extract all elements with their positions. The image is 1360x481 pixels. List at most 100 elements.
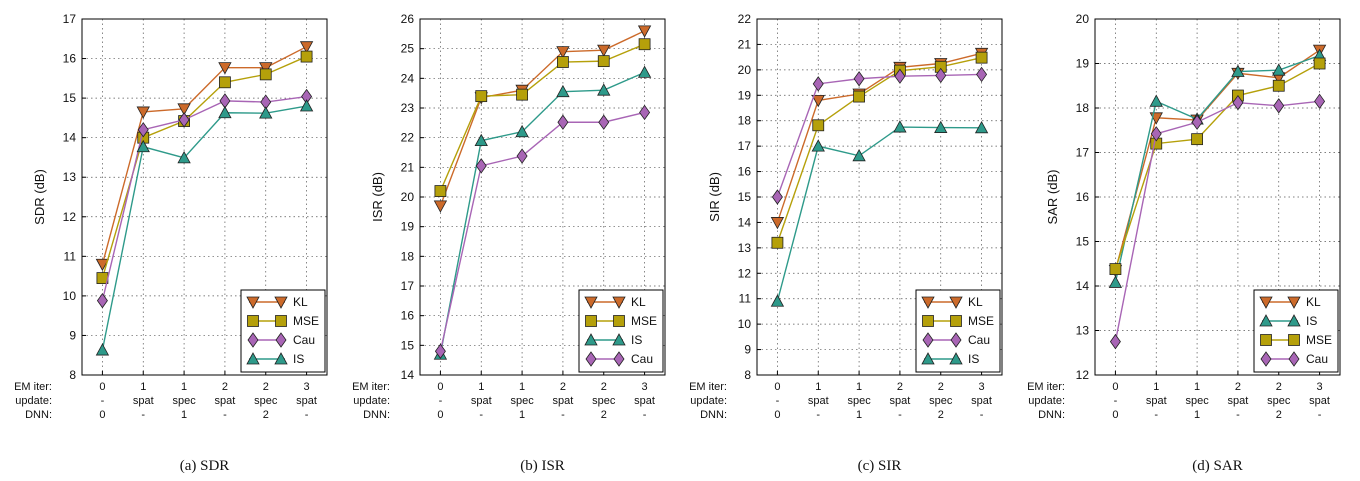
legend-label: IS	[968, 352, 979, 366]
x-tick-label-update: spec	[510, 395, 534, 407]
series-mse	[435, 39, 650, 197]
x-tick-label-update: -	[1114, 395, 1118, 407]
y-tick-label: 21	[738, 37, 752, 51]
data-point	[772, 237, 783, 248]
data-point	[614, 316, 625, 327]
legend-label: MSE	[631, 314, 657, 328]
x-tick-label-update: spec	[172, 395, 196, 407]
series-is	[771, 121, 987, 306]
x-row-label: update:	[1028, 395, 1065, 407]
x-tick-label-dnn: 2	[938, 409, 944, 421]
chart-caption: (a) SDR	[180, 458, 230, 474]
x-tick-label-em-iter: 1	[181, 381, 187, 393]
x-tick-label-update: spec	[254, 395, 278, 407]
x-tick-label-dnn: 1	[1194, 409, 1200, 421]
x-tick-label-dnn: 0	[437, 409, 443, 421]
x-tick-label-dnn: -	[479, 409, 483, 421]
data-point	[812, 140, 824, 151]
x-row-label: update:	[353, 395, 390, 407]
y-tick-label: 21	[401, 160, 415, 174]
y-tick-label: 10	[738, 317, 752, 331]
data-point	[517, 89, 528, 100]
x-tick-label-dnn: 0	[1112, 409, 1118, 421]
y-tick-label: 13	[738, 241, 752, 255]
x-tick-label-em-iter: 3	[642, 381, 648, 393]
x-tick-label-update: spec	[929, 395, 953, 407]
x-tick-label-dnn: 0	[99, 409, 105, 421]
x-tick-label-update: -	[439, 395, 443, 407]
legend-label: IS	[1306, 314, 1317, 328]
x-tick-label-dnn: -	[1154, 409, 1158, 421]
legend-label: KL	[968, 295, 983, 309]
data-point	[772, 190, 782, 204]
x-tick-label-update: spat	[971, 395, 992, 407]
legend: KLMSEISCau	[579, 290, 663, 372]
chart-1: 891011121314151617SDR (dB)EM iter:update…	[14, 12, 327, 474]
x-tick-label-dnn: -	[223, 409, 227, 421]
x-tick-label-em-iter: 2	[222, 381, 228, 393]
y-tick-label: 8	[69, 368, 76, 382]
legend-label: Cau	[968, 333, 990, 347]
data-point	[435, 186, 446, 197]
series-line	[102, 47, 306, 265]
x-tick-label-dnn: -	[305, 409, 309, 421]
x-tick-label-em-iter: 2	[601, 381, 607, 393]
x-tick-label-em-iter: 2	[263, 381, 269, 393]
y-tick-label: 20	[738, 63, 752, 77]
data-point	[639, 26, 651, 37]
x-row-label: EM iter:	[352, 381, 390, 393]
legend-label: MSE	[293, 314, 319, 328]
data-point	[599, 115, 609, 129]
x-row-label: DNN:	[700, 409, 727, 421]
data-point	[301, 100, 313, 111]
legend-label: IS	[631, 333, 642, 347]
y-tick-label: 25	[401, 42, 415, 56]
x-tick-label-update: spat	[553, 395, 574, 407]
data-point	[1274, 99, 1284, 113]
data-point	[813, 120, 824, 131]
x-tick-label-update: spat	[808, 395, 829, 407]
x-tick-label-em-iter: 0	[437, 381, 443, 393]
y-tick-label: 12	[738, 266, 752, 280]
x-tick-label-update: spat	[1309, 395, 1330, 407]
data-point	[1150, 95, 1162, 106]
y-tick-label: 18	[401, 249, 415, 263]
data-point	[598, 56, 609, 67]
x-tick-label-update: spat	[133, 395, 154, 407]
x-tick-label-dnn: -	[1236, 409, 1240, 421]
y-tick-label: 15	[738, 190, 752, 204]
x-row-label: DNN:	[1038, 409, 1065, 421]
y-tick-label: 14	[401, 368, 415, 382]
data-point	[517, 149, 527, 163]
y-axis-label: ISR (dB)	[370, 172, 385, 222]
x-row-label: EM iter:	[14, 381, 52, 393]
x-tick-label-em-iter: 0	[99, 381, 105, 393]
data-point	[301, 51, 312, 62]
y-tick-label: 26	[401, 12, 415, 26]
y-tick-label: 14	[63, 131, 77, 145]
x-tick-label-dnn: -	[561, 409, 565, 421]
series-cau	[772, 67, 986, 204]
y-tick-label: 19	[738, 88, 752, 102]
series-line	[102, 57, 306, 279]
data-point	[137, 107, 149, 118]
x-row-label: update:	[690, 395, 727, 407]
legend-label: IS	[293, 352, 304, 366]
x-tick-label-em-iter: 2	[938, 381, 944, 393]
data-point	[639, 39, 650, 50]
data-point	[276, 316, 287, 327]
data-point	[260, 69, 271, 80]
data-point	[586, 316, 597, 327]
chart-2: 14151617181920212223242526ISR (dB)EM ite…	[352, 12, 665, 474]
x-tick-label-update: spec	[1267, 395, 1291, 407]
y-tick-label: 20	[1076, 12, 1090, 26]
x-tick-label-dnn: -	[643, 409, 647, 421]
x-row-label: DNN:	[25, 409, 52, 421]
x-tick-label-em-iter: 1	[1194, 381, 1200, 393]
x-tick-label-em-iter: 3	[304, 381, 310, 393]
y-tick-label: 24	[401, 71, 415, 85]
y-tick-label: 17	[738, 139, 752, 153]
y-tick-label: 10	[63, 289, 77, 303]
y-tick-label: 18	[1076, 101, 1090, 115]
